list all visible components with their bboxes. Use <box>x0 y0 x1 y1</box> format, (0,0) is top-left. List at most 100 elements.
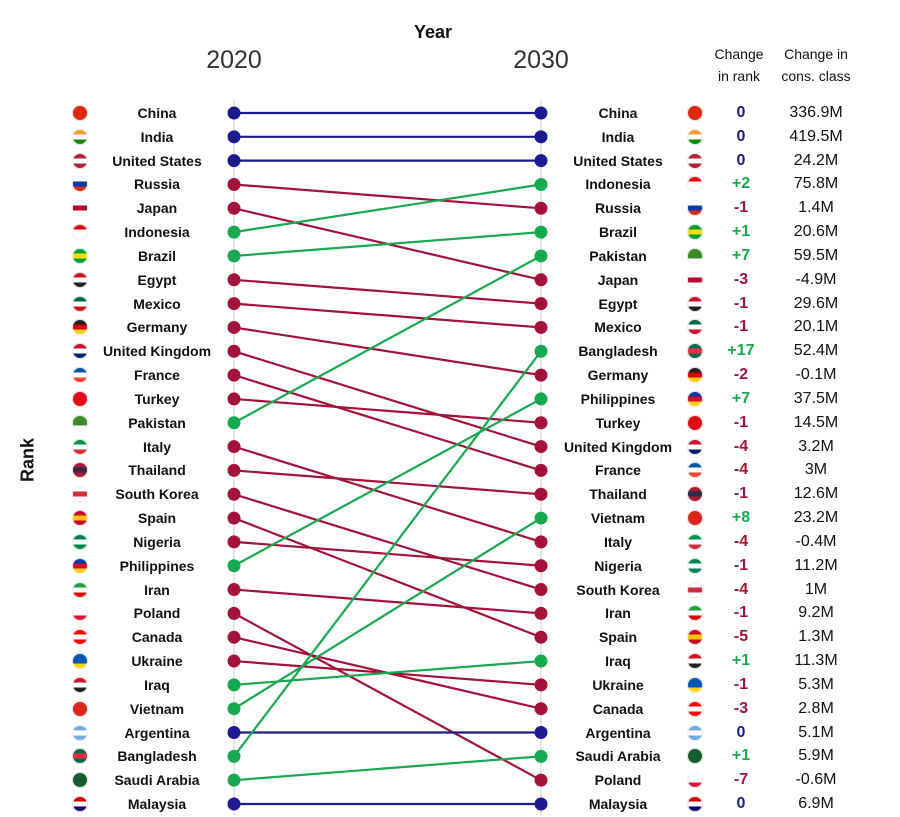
flag-icon-russia <box>72 176 88 193</box>
label-2030: Vietnam <box>590 510 646 527</box>
label-2030: Iran <box>605 605 631 622</box>
header-line: cons. class <box>781 68 851 84</box>
flag-icon-philippines <box>72 557 88 574</box>
point-2020-united-states <box>227 154 241 168</box>
label-2020: Ukraine <box>131 653 183 670</box>
change-in-rank: -4 <box>733 532 749 550</box>
flag-icon-brazil <box>687 224 703 241</box>
change-in-cons-class: 419.5M <box>789 127 843 145</box>
change-in-cons-class: 5.9M <box>798 747 834 765</box>
change-in-rank: -1 <box>733 413 749 431</box>
flag-icon-japan <box>72 200 88 217</box>
change-in-cons-class: 2.8M <box>798 699 834 717</box>
flag-icon-brazil <box>72 247 88 264</box>
change-in-rank: -1 <box>733 604 749 622</box>
point-2030-saudi-arabia <box>534 749 548 763</box>
label-2020: Pakistan <box>128 414 186 431</box>
label-2030: Turkey <box>595 414 641 431</box>
change-in-cons-class: 336.9M <box>789 104 843 121</box>
change-in-cons-class: -0.1M <box>795 366 837 384</box>
label-2030: Egypt <box>598 295 638 312</box>
flag-icon-argentina <box>72 724 88 741</box>
point-2020-iran <box>227 583 241 597</box>
flag-icon-germany <box>687 367 703 384</box>
flag-icon-egypt <box>687 295 703 312</box>
change-in-cons-class: 29.6M <box>793 294 839 312</box>
change-in-cons-class: -4.9M <box>795 270 837 288</box>
header-line: in rank <box>717 68 761 84</box>
label-2020: United Kingdom <box>102 343 212 360</box>
label-2020: Japan <box>136 200 178 217</box>
point-2030-china <box>534 106 548 120</box>
change-in-rank: -1 <box>733 294 749 312</box>
flag-icon-russia <box>687 200 703 217</box>
point-2020-france <box>227 368 241 382</box>
point-2030-germany <box>534 368 548 382</box>
flag-icon-south-korea <box>72 486 88 503</box>
change-in-rank: 0 <box>736 151 746 169</box>
point-2020-malaysia <box>227 797 241 811</box>
flag-icon-vietnam <box>687 510 703 527</box>
slope-line-saudi-arabia <box>233 755 542 782</box>
label-2020: Mexico <box>133 295 181 312</box>
point-2030-united-states <box>534 154 548 168</box>
change-in-rank: 0 <box>736 104 746 121</box>
label-2030: Iraq <box>605 653 631 670</box>
change-in-cons-class: 75.8M <box>793 175 839 193</box>
label-2020: Saudi Arabia <box>114 772 200 789</box>
label-2030: Bangladesh <box>578 343 658 360</box>
flag-icon-italy <box>72 438 88 455</box>
label-2030: Brazil <box>598 224 638 241</box>
change-in-rank: +8 <box>731 509 751 527</box>
point-2030-egypt <box>534 297 548 311</box>
label-2020: China <box>137 105 177 121</box>
slope-line-vietnam <box>233 517 542 710</box>
flag-icon-vietnam <box>72 700 88 717</box>
change-in-cons-class: 52.4M <box>793 342 839 360</box>
label-2030: Philippines <box>580 390 656 407</box>
point-2020-china <box>227 106 241 120</box>
point-2020-indonesia <box>227 225 241 239</box>
change-in-rank: +2 <box>731 175 751 193</box>
flag-icon-bangladesh <box>72 748 88 765</box>
slope-line-germany <box>233 326 542 377</box>
label-2030: Pakistan <box>589 247 647 264</box>
change-in-cons-class: 20.1M <box>793 318 839 336</box>
flag-icon-philippines <box>687 390 703 407</box>
slope-line-brazil <box>233 231 542 258</box>
slope-line-indonesia <box>233 183 542 234</box>
label-2020: South Korea <box>115 486 199 503</box>
flag-icon-iran <box>72 581 88 598</box>
flag-icon-india <box>72 128 88 145</box>
flag-icon-nigeria <box>72 533 88 550</box>
slope-line-poland <box>233 612 542 782</box>
label-2030: Thailand <box>589 486 647 503</box>
slope-line-italy <box>233 445 542 543</box>
change-in-rank: -1 <box>733 485 749 503</box>
flag-icon-mexico <box>687 319 703 336</box>
slope-line-south-korea <box>233 493 542 591</box>
point-2020-south-korea <box>227 487 241 501</box>
change-in-rank: +7 <box>731 389 751 407</box>
label-2030: Argentina <box>585 724 651 741</box>
change-in-rank: -1 <box>733 675 749 693</box>
slope-line-mexico <box>233 302 542 329</box>
flag-icon-iraq <box>687 653 703 670</box>
change-in-cons-class: 1.3M <box>798 628 834 646</box>
slope-line-russia <box>233 183 542 210</box>
change-in-rank: -7 <box>733 771 749 789</box>
change-cons-header: Change in cons. class <box>781 43 850 87</box>
point-2020-philippines <box>227 559 241 573</box>
label-2020: Turkey <box>134 390 180 407</box>
label-2020: Germany <box>126 319 188 336</box>
change-in-rank: -5 <box>733 628 749 646</box>
flag-icon-thailand <box>687 486 703 503</box>
change-in-cons-class: 5.3M <box>798 675 834 693</box>
change-in-rank: -4 <box>733 437 749 455</box>
point-2020-ukraine <box>227 654 241 668</box>
point-2030-argentina <box>534 726 548 740</box>
point-2020-turkey <box>227 392 241 406</box>
flag-icon-spain <box>687 629 703 646</box>
change-in-rank: 0 <box>736 795 746 812</box>
label-2030: United Kingdom <box>563 438 673 455</box>
